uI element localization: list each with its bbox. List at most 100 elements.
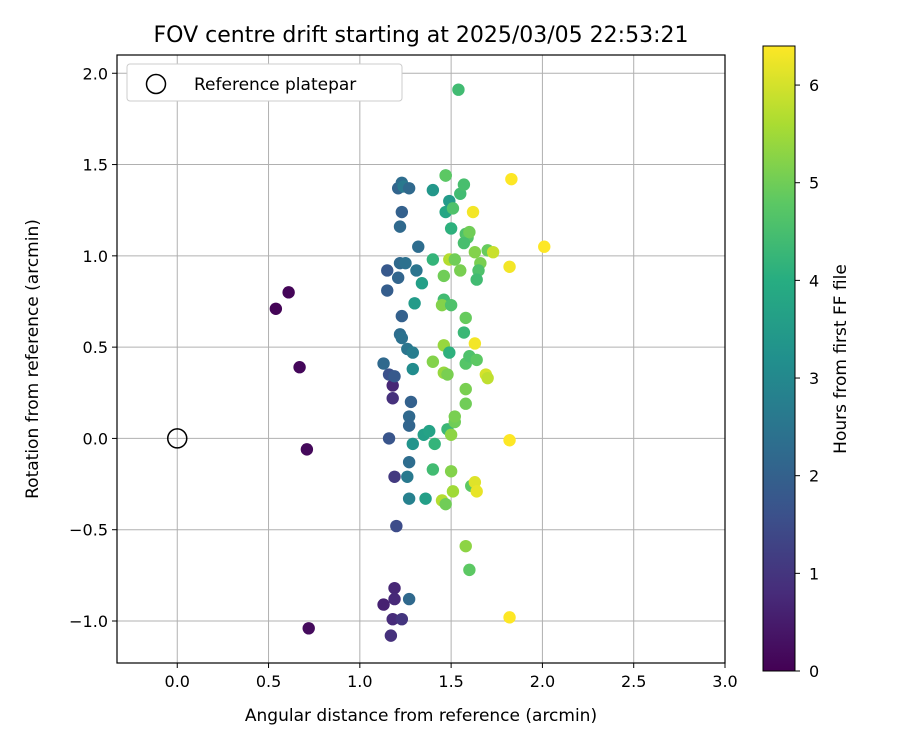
chart-title: FOV centre drift starting at 2025/03/05 …	[154, 23, 689, 48]
x-tick-label: 0.0	[165, 672, 190, 691]
data-point	[435, 298, 449, 312]
data-point	[441, 368, 454, 381]
data-point	[386, 612, 399, 626]
colorbar-tick-label: 2	[809, 467, 819, 486]
data-point	[406, 437, 419, 451]
colorbar-tick-label: 3	[809, 369, 819, 388]
data-point	[300, 443, 314, 456]
data-point	[395, 205, 409, 219]
data-point	[395, 309, 409, 323]
data-point	[402, 455, 416, 469]
colorbar-tick-label: 0	[809, 662, 819, 681]
data-point	[282, 286, 295, 299]
data-point	[538, 240, 551, 253]
data-points	[167, 83, 551, 642]
data-point	[302, 622, 315, 635]
data-point	[486, 245, 500, 259]
data-point	[395, 331, 409, 345]
data-point	[444, 465, 458, 478]
data-point	[457, 178, 471, 191]
data-point	[463, 563, 476, 577]
data-point	[419, 492, 432, 505]
data-point	[470, 353, 483, 367]
data-point	[402, 492, 416, 505]
data-point	[446, 202, 460, 215]
x-tick-label: 3.0	[712, 672, 737, 691]
data-point	[388, 581, 401, 595]
data-point	[388, 470, 401, 483]
data-point	[402, 419, 416, 432]
x-tick-label: 2.5	[621, 672, 646, 691]
y-tick-label: 1.0	[83, 247, 108, 266]
data-point	[293, 361, 306, 374]
reference-platepar-marker	[167, 428, 188, 449]
data-point	[503, 611, 516, 624]
data-point	[505, 172, 518, 186]
data-point	[452, 83, 465, 96]
data-point	[377, 598, 390, 611]
data-point	[390, 519, 403, 533]
data-point	[457, 326, 471, 339]
x-tick-label: 1.5	[438, 672, 463, 691]
data-point	[412, 240, 425, 253]
data-point	[423, 424, 436, 438]
data-point	[468, 245, 482, 259]
y-axis-ticks: −1.0 −0.5 0.0 0.5 1.0 1.5 2.0	[69, 64, 117, 631]
colorbar-tick-label: 5	[809, 174, 819, 193]
data-point	[386, 392, 399, 405]
x-axis-ticks: 0.0 0.5 1.0 1.5 2.0 2.5 3.0	[165, 663, 738, 691]
data-point	[448, 410, 461, 423]
data-point	[384, 629, 398, 642]
data-point	[459, 539, 472, 553]
plot-frame	[116, 54, 726, 664]
y-tick-label: 0.0	[83, 429, 108, 448]
data-point	[463, 225, 476, 239]
x-tick-label: 0.5	[256, 672, 281, 691]
data-point	[388, 592, 401, 606]
data-point	[428, 437, 441, 451]
data-point	[439, 497, 452, 511]
colorbar-ticks: 0 1 2 3 4 5 6	[795, 76, 819, 681]
data-point	[391, 271, 405, 284]
y-tick-label: 1.5	[83, 156, 108, 175]
data-point	[404, 395, 418, 409]
data-point	[466, 205, 480, 219]
colorbar-tick-label: 6	[809, 76, 819, 95]
data-point	[459, 311, 472, 325]
data-point	[408, 297, 421, 310]
data-point	[382, 432, 396, 445]
data-point	[415, 277, 429, 290]
data-point	[459, 397, 472, 410]
colorbar-label: Hours from first FF file	[831, 264, 851, 454]
data-point	[503, 260, 516, 273]
data-point	[459, 382, 472, 396]
data-point	[481, 371, 494, 385]
data-point	[443, 346, 456, 359]
y-tick-label: 0.5	[83, 338, 108, 357]
data-point	[388, 370, 401, 383]
y-tick-label: −0.5	[69, 521, 108, 540]
y-tick-label: 2.0	[83, 64, 108, 83]
y-axis-label: Rotation from reference (arcmin)	[23, 219, 43, 499]
data-point	[381, 264, 394, 277]
x-axis-label: Angular distance from reference (arcmin)	[245, 706, 597, 726]
data-point	[377, 357, 390, 370]
data-point	[439, 169, 452, 182]
data-point	[426, 463, 440, 476]
data-point	[470, 273, 483, 286]
colorbar: 0 1 2 3 4 5 6 Hours from first FF file	[762, 45, 851, 681]
data-point	[426, 183, 440, 197]
legend-label-reference: Reference platepar	[194, 75, 356, 95]
data-point	[448, 253, 461, 266]
data-point	[406, 346, 419, 359]
data-point	[393, 220, 407, 233]
data-point	[395, 612, 409, 626]
data-point	[454, 264, 467, 277]
data-point	[410, 264, 423, 277]
legend-box	[126, 63, 403, 102]
data-point	[468, 337, 482, 350]
x-tick-label: 2.0	[530, 672, 555, 691]
data-point	[399, 256, 412, 270]
data-point	[426, 355, 440, 368]
data-point	[444, 222, 458, 235]
